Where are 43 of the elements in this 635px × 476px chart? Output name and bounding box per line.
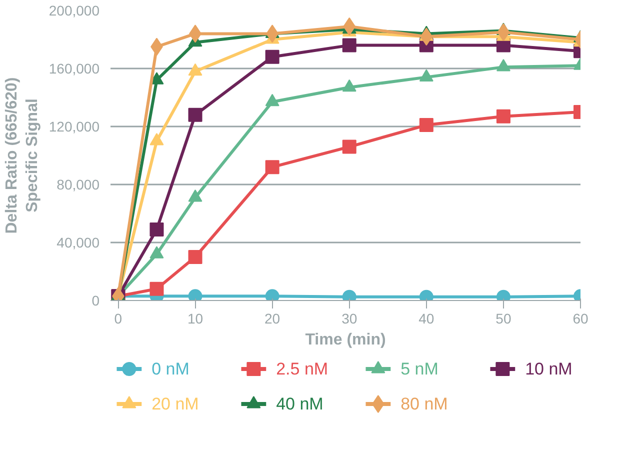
legend-label: 80 nM: [400, 394, 448, 414]
y-tick-label: 160,000: [48, 60, 100, 76]
y-axis-title: Delta Ratio (665/620) Specific Signal: [3, 77, 41, 234]
point: [265, 160, 280, 174]
point: [188, 190, 202, 202]
point: [265, 94, 280, 106]
x-tick-label: 60: [572, 310, 588, 326]
point: [419, 69, 434, 82]
x-tick-label: 10: [187, 310, 204, 326]
point: [150, 282, 164, 296]
legend-label: 2.5 nM: [276, 360, 328, 378]
point: [342, 79, 356, 92]
point: [342, 140, 356, 154]
legend-label: 10 nM: [525, 360, 572, 378]
point: [150, 222, 164, 236]
point: [265, 50, 280, 64]
y-tick-label: 120,000: [48, 118, 100, 134]
point: [188, 63, 202, 76]
y-tick-label: 200,000: [48, 2, 100, 18]
point: [188, 108, 202, 122]
x-tick-label: 40: [418, 310, 434, 326]
point: [419, 118, 434, 132]
legend-label: 20 nM: [152, 394, 199, 414]
x-tick-label: 30: [342, 310, 358, 326]
point: [188, 250, 202, 264]
y-tick-label: 40,000: [56, 234, 100, 250]
point: [496, 109, 510, 124]
legend-label: 5 nM: [400, 360, 438, 378]
point: [497, 23, 510, 42]
x-axis-title: Time (min): [305, 332, 386, 348]
point: [150, 246, 164, 258]
y-tick-label: 80,000: [56, 176, 100, 192]
point: [150, 132, 164, 146]
legend-label: 40 nM: [276, 394, 324, 414]
x-tick-label: 0: [114, 310, 122, 326]
x-tick-label: 50: [496, 310, 512, 326]
legend-label: 0 nM: [152, 360, 190, 378]
y-tick-label: 0: [92, 292, 100, 308]
point: [342, 38, 356, 52]
x-tick-label: 20: [264, 310, 280, 326]
point: [343, 17, 356, 36]
point: [496, 59, 510, 72]
point: [420, 28, 433, 46]
